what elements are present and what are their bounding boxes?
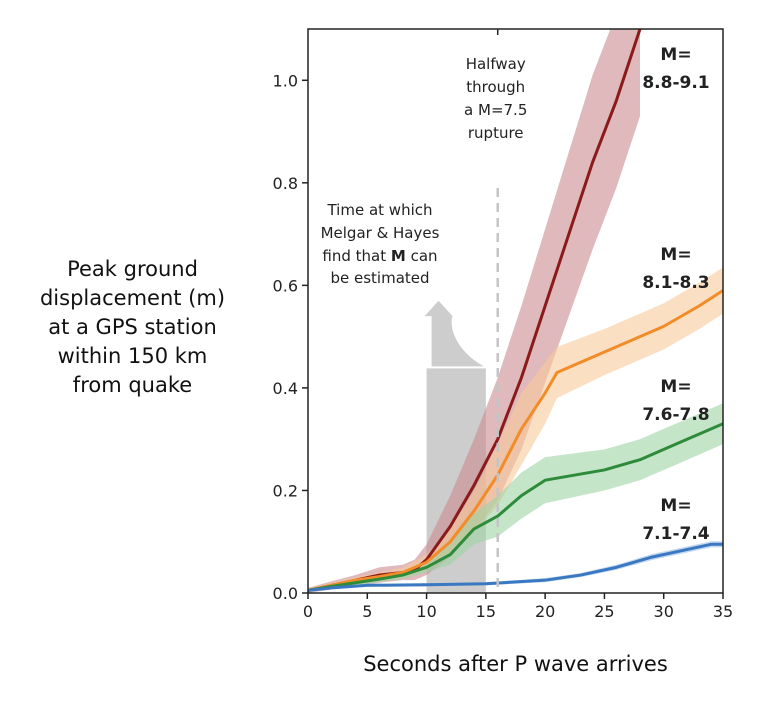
melgar-annotation-line: be estimated [330,269,429,287]
y-tick-label: 1.0 [273,71,298,90]
x-tick-label: 10 [416,602,436,621]
series-label: 7.6-7.8 [642,405,709,425]
x-tick-label: 15 [476,602,496,621]
melgar-annotation-line: Time at which [326,201,432,219]
y-tick-label: 0.6 [273,276,298,295]
y-axis-label: Peak ground displacement (m) at a GPS st… [20,255,245,400]
series-label: 7.1-7.4 [642,524,709,544]
y-tick-label: 0.0 [273,584,298,603]
y-label-line: displacement (m) [39,286,226,310]
y-label-line: at a GPS station [48,315,217,339]
halfway-annotation-line: rupture [468,124,524,142]
y-label-line: within 150 km [57,344,208,368]
y-tick-label: 0.2 [273,481,298,500]
x-tick-label: 20 [535,602,555,621]
x-tick-label: 0 [303,602,313,621]
x-tick-label: 35 [713,602,733,621]
series-label: M= [660,377,691,397]
halfway-annotation-line: Halfway [466,55,526,73]
x-axis-label: Seconds after P wave arrives [363,652,668,676]
x-tick-label: 30 [654,602,674,621]
melgar-annotation-line: Melgar & Hayes [321,224,440,242]
series-label: M= [660,45,691,65]
y-label-line: Peak ground [67,257,198,281]
series-label: 8.1-8.3 [642,273,709,293]
series-label: M= [660,496,691,516]
y-label-line: from quake [72,373,193,397]
series-line-3 [308,542,723,592]
series-band-2 [308,403,723,592]
x-tick-label: 5 [362,602,372,621]
series-band-1 [308,267,723,593]
melgar-annotation-line: find that M can [322,247,437,265]
y-tick-label: 0.8 [273,174,298,193]
series-line-1 [308,289,723,592]
series-label: 8.8-9.1 [642,73,709,93]
halfway-annotation-line: through [466,78,525,96]
y-tick-label: 0.4 [273,379,298,398]
series-label: M= [660,245,691,265]
halfway-annotation-line: a M=7.5 [464,101,527,119]
axes-frame [307,28,724,594]
plot-area [308,29,723,593]
series-line-2 [308,422,723,592]
series-band-0 [308,29,640,593]
x-tick-label: 25 [594,602,614,621]
